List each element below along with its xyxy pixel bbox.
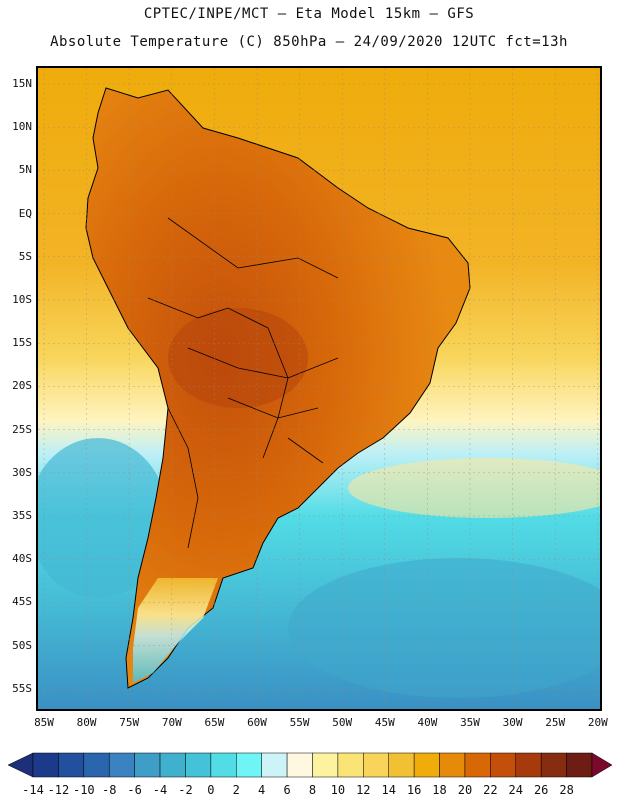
colorbar-tick-label: 16 <box>406 783 422 797</box>
longitude-label: 60W <box>247 716 267 729</box>
latitude-label: EQ <box>18 206 32 220</box>
colorbar-swatch <box>566 752 593 778</box>
longitude-label: 40W <box>417 716 438 729</box>
latitude-label: 10N <box>12 120 32 134</box>
longitude-label: 70W <box>161 716 182 729</box>
colorbar-tick-label: 28 <box>559 783 574 797</box>
colorbar-tick-label: 2 <box>232 783 240 797</box>
longitude-label: 85W <box>34 716 54 729</box>
warm-tongue-south-atlantic <box>348 458 600 518</box>
colorbar-swatch <box>464 752 491 778</box>
colorbar-tick-label: -10 <box>72 783 95 797</box>
colorbar-swatch <box>159 752 186 778</box>
latitude-label: 5S <box>18 249 32 263</box>
colorbar-swatch <box>312 752 339 778</box>
colorbar-tick-label: 14 <box>381 783 396 797</box>
colorbar-swatch <box>83 752 110 778</box>
latitude-label: 35S <box>12 509 32 522</box>
chart-subtitle: Absolute Temperature (C) 850hPa – 24/09/… <box>50 34 568 50</box>
cold-pool-atlantic <box>288 558 600 698</box>
colorbar-tick-label: 18 <box>432 783 447 797</box>
colorbar-over-arrow <box>591 752 613 778</box>
colorbar-tick-label: 24 <box>508 783 523 797</box>
graticule <box>38 68 600 709</box>
colorbar-tick-label: 6 <box>283 783 291 797</box>
colorbar-tick-label: 20 <box>457 783 473 797</box>
colorbar-tick-label: 26 <box>533 783 549 797</box>
colorbar-swatch <box>540 752 567 778</box>
colorbar-tick-label: 4 <box>258 783 266 797</box>
colorbar-swatch <box>286 752 313 778</box>
colorbar-swatch <box>413 752 440 778</box>
colorbar-tick-label: 8 <box>308 783 317 797</box>
cold-pool-pacific <box>38 438 168 598</box>
colorbar-swatch <box>185 752 212 778</box>
longitude-label: 45W <box>374 716 395 729</box>
colorbar-tick-label: 10 <box>330 783 346 797</box>
longitude-label: 80W <box>76 716 97 729</box>
patagonia-cool <box>133 578 218 683</box>
colorbar-swatch <box>337 752 364 778</box>
colorbar-swatch <box>134 752 161 778</box>
map-frame <box>36 66 602 711</box>
longitude-label: 65W <box>204 716 225 729</box>
colorbar-tick-label: 0 <box>207 783 215 797</box>
colorbar-swatch <box>363 752 389 778</box>
longitude-label: 25W <box>545 716 566 729</box>
colorbar-swatch <box>32 752 59 778</box>
latitude-label: 30S <box>12 465 32 479</box>
colorbar <box>7 752 613 778</box>
colorbar-swatch <box>58 752 85 778</box>
temperature-map <box>38 68 600 709</box>
colorbar-swatch <box>108 752 135 778</box>
longitude-label: 50W <box>332 716 353 729</box>
colorbar-tick-label: 12 <box>356 783 371 797</box>
colorbar-swatch <box>439 752 466 778</box>
hot-core <box>168 308 308 408</box>
latitude-label: 40S <box>12 552 32 566</box>
latitude-label: 50S <box>12 638 32 652</box>
colorbar-swatch <box>261 752 288 778</box>
longitude-label: 75W <box>119 716 140 729</box>
latitude-label: 45S <box>12 595 32 609</box>
latitude-label: 15S <box>12 336 32 350</box>
chart-title: CPTEC/INPE/MCT – Eta Model 15km – GFS <box>143 6 475 22</box>
longitude-label: 20W <box>587 716 608 729</box>
latitude-label: 15N <box>12 77 32 90</box>
longitude-label: 35W <box>460 716 480 729</box>
longitude-label: 30W <box>502 716 523 729</box>
colorbar-tick-label: -12 <box>47 783 70 797</box>
colorbar-tick-label: -14 <box>22 783 44 797</box>
colorbar-swatch <box>515 752 542 778</box>
colorbar-swatch <box>490 752 517 778</box>
colorbar-tick-label: -6 <box>127 783 142 797</box>
colorbar-swatch <box>388 752 415 778</box>
colorbar-swatch <box>210 752 237 778</box>
colorbar-swatch <box>236 752 262 778</box>
colorbar-under-arrow <box>7 752 34 778</box>
latitude-label: 55S <box>12 681 32 695</box>
latitude-label: 20S <box>12 379 32 393</box>
colorbar-tick-label: 22 <box>483 783 498 797</box>
colorbar-tick-label: -2 <box>178 783 193 797</box>
colorbar-tick-label: -8 <box>101 783 117 797</box>
longitude-label: 55W <box>289 716 310 729</box>
latitude-label: 10S <box>12 293 32 306</box>
latitude-label: 5N <box>18 163 32 177</box>
colorbar-tick-label: -4 <box>152 783 168 797</box>
latitude-label: 25S <box>12 422 32 436</box>
